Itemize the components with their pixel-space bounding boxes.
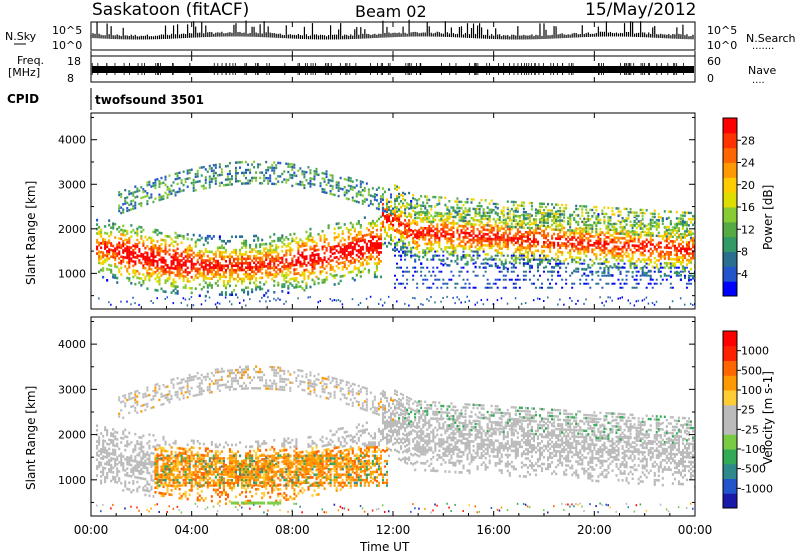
time-tick-label: 20:00 [577,523,612,537]
colorbar-segment [723,463,737,479]
time-tick-label: 08:00 [275,523,310,537]
colorbar-segment [723,236,737,252]
colorbar-segment [723,132,737,149]
colorbar-tick-label: 24 [741,157,755,170]
power-heatmap [96,160,695,307]
colorbar-tick-label: 4 [741,268,748,281]
colorbar-segment [723,345,737,361]
colorbar-tick-label: 20 [741,179,755,192]
freq-panel: Freq. [MHz] 18 8 60 0 Nave .... [8,54,776,86]
velocity-ylabel: Slant Range [km] [24,386,38,490]
nsearch-ytick-top: 10^5 [707,24,737,37]
colorbar-segment [723,192,737,208]
colorbar-tick-label: -25 [741,423,759,436]
station-title: Saskatoon (fitACF) [92,0,249,20]
colorbar-segment [723,281,737,297]
colorbar-segment [723,177,737,193]
colorbar-tick-label: -100 [741,443,766,456]
nave-ytick-top: 60 [707,55,721,68]
time-axis: 00:00 04:00 08:00 12:00 16:00 20:00 00:00 [74,22,713,537]
cpid-value: twofsound 3501 [95,93,204,107]
time-tick-label: 00:00 [678,523,713,537]
power-ylabel: Slant Range [km] [24,181,38,285]
velocity-colorbar-label: Velocity [m s-1] [761,371,775,465]
nsky-panel: N.Sky 10^5 10^0 10^5 10^0 N.Search .....… [5,19,796,52]
colorbar-segment [723,493,737,509]
time-tick-label: 12:00 [376,523,411,537]
nave-label: Nave [748,64,776,77]
colorbar-tick-label: 28 [741,134,755,147]
nave-ytick-bottom: 0 [707,72,714,85]
power-colorbar: 28 24 20 16 12 8 4 [722,117,755,297]
date-title: 15/May/2012 [585,0,697,20]
freq-trace [91,63,694,75]
colorbar-segment [723,147,737,163]
ytick-label: 2000 [58,429,86,442]
colorbar-segment [723,434,737,450]
colorbar-tick-label: 1000 [741,345,769,358]
time-tick-label: 16:00 [476,523,511,537]
beam-title: Beam 02 [355,2,427,21]
colorbar-segment [723,118,737,134]
colorbar-tick-label: 8 [741,246,748,259]
nsearch-ytick-bottom: 10^0 [707,39,737,52]
colorbar-segment [723,360,737,376]
freq-ytick-bottom: 8 [67,72,74,85]
colorbar-segment [723,162,737,178]
nsky-ytick-top: 10^5 [52,24,82,37]
nsearch-dots: ....... [752,41,774,52]
colorbar-segment [723,375,737,391]
colorbar-segment [723,251,737,267]
velocity-yaxis: 1000 2000 3000 4000 [58,321,695,503]
nsky-label: N.Sky [5,30,37,43]
colorbar-segment [723,207,737,223]
nsky-trace [90,19,694,40]
colorbar-segment [723,419,737,435]
power-colorbar-label: Power [dB] [761,185,775,250]
ytick-label: 2000 [58,223,86,236]
power-yaxis: 1000 2000 3000 4000 [58,116,695,297]
ytick-label: 4000 [58,134,86,147]
freq-label-line2: [MHz] [8,66,40,79]
time-axis-label: Time UT [359,540,410,554]
nsky-ytick-bottom: 10^0 [52,39,82,52]
velocity-heatmap [96,365,695,514]
cpid-label: CPID [7,92,39,106]
colorbar-segment [723,331,737,347]
power-panel: 1000 2000 3000 4000 Slant Range [km] 28 24 20… [24,112,775,310]
time-tick-label: 00:00 [74,523,109,537]
colorbar-tick-label: -1000 [741,482,773,495]
colorbar-tick-label: -500 [741,463,766,476]
ytick-label: 1000 [58,474,86,487]
colorbar-segment [723,449,737,465]
ytick-label: 4000 [58,338,86,351]
colorbar-segment [723,266,737,282]
freq-label-line1: Freq. [17,54,44,67]
ytick-label: 1000 [58,267,86,280]
colorbar-tick-label: 16 [741,201,755,214]
colorbar-tick-label: 500 [741,364,762,377]
colorbar-segment [723,478,737,494]
velocity-panel: 1000 2000 3000 4000 Slant Range [km] 1000 50… [24,316,775,517]
nave-dots: .... [752,75,765,86]
colorbar-segment [723,404,737,420]
nsearch-label: N.Search [746,32,796,45]
colorbar-segment [723,390,737,406]
velocity-colorbar: 1000 500 100 25 -25 -100 -500 -1000 [722,330,773,509]
colorbar-tick-label: 100 [741,384,762,397]
ytick-label: 3000 [58,178,86,191]
colorbar-tick-label: 12 [741,223,755,236]
colorbar-tick-label: 25 [741,404,755,417]
time-tick-label: 04:00 [174,523,209,537]
freq-ytick-top: 18 [67,55,81,68]
colorbar-segment [723,221,737,238]
ytick-label: 3000 [58,383,86,396]
